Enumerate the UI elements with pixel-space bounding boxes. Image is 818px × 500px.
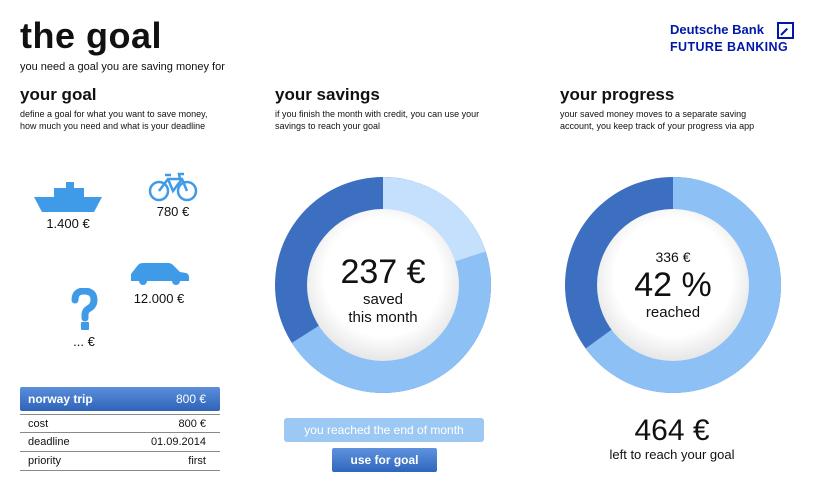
goal-detail-label: cost [28, 417, 49, 430]
progress-section-title: your progress [560, 85, 675, 104]
progress-section-desc-line1: your saved money moves to a separate sav… [560, 109, 747, 119]
goal-section-title: your goal [20, 85, 97, 104]
page-title: the goal [20, 15, 163, 56]
goal-option-amount: ... € [73, 334, 95, 349]
savings-ring-center [307, 209, 459, 361]
goal-section-desc-line1: define a goal for what you want to save … [20, 109, 208, 119]
progress-section-desc-line2: account, you keep track of your progress… [560, 121, 755, 131]
goal-detail-value: 800 € [178, 417, 206, 430]
goal-option-amount: 1.400 € [46, 216, 90, 231]
goal-detail-row[interactable]: priority first [20, 452, 220, 471]
savings-label-line2: this month [348, 309, 418, 326]
selected-goal-name: norway trip [28, 392, 93, 406]
savings-donut-chart [275, 177, 491, 393]
deutsche-bank-slash-icon [777, 22, 794, 39]
remaining-amount: 464 € [634, 414, 710, 447]
savings-section-desc-line2: savings to reach your goal [275, 121, 381, 131]
goal-details-table: cost 800 € deadline 01.09.2014 priority … [20, 414, 220, 471]
goal-option-car[interactable]: 12.000 € [126, 261, 192, 307]
progress-summary: 336 € 42 % reached [610, 248, 736, 322]
savings-amount: 237 € [340, 253, 426, 291]
goal-detail-label: deadline [28, 436, 70, 448]
goal-option-amount: 780 € [156, 204, 190, 219]
logo-tagline: FUTURE BANKING [670, 40, 789, 54]
goal-option-custom[interactable]: ... € [56, 288, 112, 350]
progress-section-header: your progress your saved money moves to … [560, 85, 805, 132]
goal-detail-value: first [188, 455, 206, 467]
savings-section-header: your savings if you finish the month wit… [275, 85, 535, 132]
goal-option-amount: 12.000 € [133, 291, 185, 306]
remaining-label: left to reach your goal [609, 447, 735, 462]
bank-logo: Deutsche Bank FUTURE BANKING [670, 22, 794, 54]
progress-percent: 42 % [634, 266, 712, 304]
progress-saved-amount: 336 € [655, 249, 691, 265]
progress-ring-center [597, 209, 749, 361]
goal-option-bicycle[interactable]: 780 € [144, 172, 202, 220]
goal-section-desc-line2: how much you need and what is your deadl… [20, 121, 206, 131]
bicycle-icon [148, 172, 198, 202]
savings-section-desc-line1: if you finish the month with credit, you… [275, 109, 480, 119]
end-of-month-notice[interactable]: you reached the end of month [284, 418, 484, 442]
question-mark-icon [71, 288, 98, 330]
goal-detail-label: priority [28, 455, 62, 467]
goal-section-header: your goal define a goal for what you wan… [20, 85, 260, 132]
car-icon [131, 263, 189, 285]
goal-detail-row[interactable]: deadline 01.09.2014 [20, 433, 220, 452]
selected-goal-value: 800 € [175, 392, 206, 406]
goal-detail-row[interactable]: cost 800 € [20, 414, 220, 433]
goal-detail-value: 01.09.2014 [150, 436, 206, 448]
use-for-goal-button[interactable]: use for goal [332, 448, 437, 472]
savings-summary: 237 € saved this month [320, 253, 446, 327]
logo-name: Deutsche Bank [670, 22, 764, 37]
selected-goal-header[interactable]: norway trip 800 € [20, 387, 220, 411]
goal-option-ship[interactable]: 1.400 € [30, 180, 106, 232]
page-subtitle: you need a goal you are saving money for [20, 61, 225, 73]
savings-section-title: your savings [275, 85, 380, 104]
progress-label: reached [645, 304, 701, 321]
savings-label-line1: saved [362, 291, 404, 308]
ship-icon [34, 182, 102, 212]
progress-donut-chart [565, 177, 782, 393]
